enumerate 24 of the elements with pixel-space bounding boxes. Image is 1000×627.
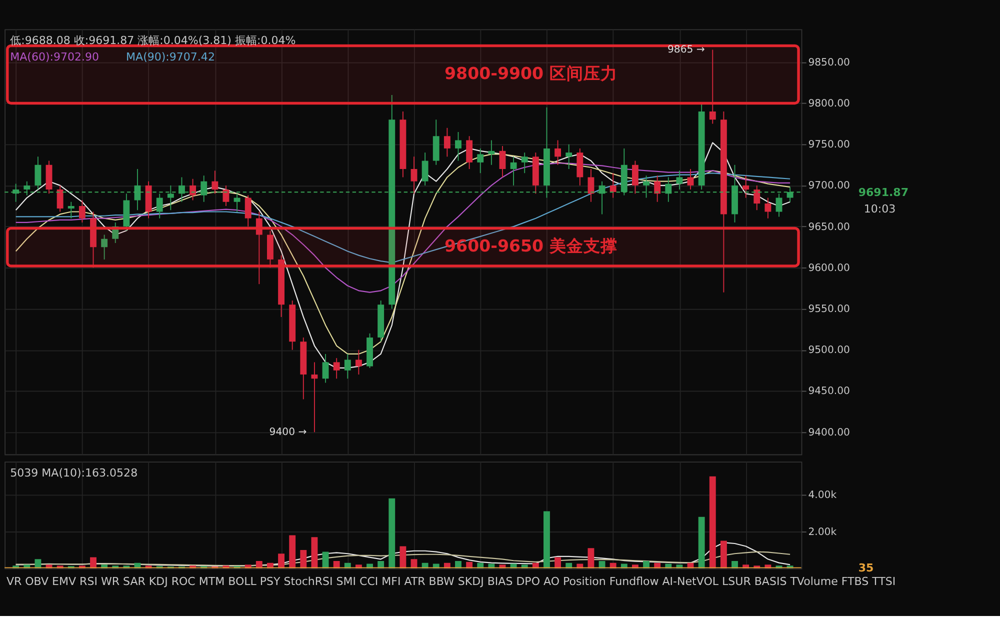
annotation: 9865 →: [667, 44, 705, 56]
y-tick-label: 2.00k: [808, 526, 837, 538]
band-label: 9800-9900 区间压力: [444, 64, 618, 84]
annotation: 低:9688.08 收:9691.87 涨幅:0.04%(3.81) 振幅:0.04%: [10, 34, 296, 47]
y-tick-label: 9700.00: [808, 180, 850, 192]
text: VR OBV EMV RSI WR SAR KDJ ROC MTM BOLL PSY StochRSI SMI CCI MFI ATR BBW SKDJ BIAS DPO AO Position Fundflow AI-NetVOL LSUR BASIS TVolume FTBS TTSI: [6, 574, 896, 588]
ref-line-label: 9691.87: [858, 186, 909, 199]
y-tick-label: 9500.00: [808, 345, 850, 356]
y-tick-label: 9450.00: [808, 386, 850, 398]
text: MA(90):9707.42: [126, 50, 215, 64]
band-label: 9600-9650 美金支撑: [444, 236, 618, 256]
y-tick-label: 9400.00: [808, 427, 850, 438]
y-tick-label: 9800.00: [808, 98, 850, 110]
y-tick-label: 4.00k: [808, 490, 837, 501]
y-tick-label: 9750.00: [808, 140, 850, 151]
annotation: 5039 MA(10):163.0528: [10, 466, 138, 480]
y-tick-label: 9550.00: [808, 304, 850, 315]
y-tick-label: 9650.00: [808, 222, 850, 233]
annotation: 9400 →: [269, 426, 307, 438]
y-tick-label: 9600.00: [808, 262, 850, 274]
y-tick-label: 9850.00: [808, 57, 850, 68]
ref-line-label: 35: [858, 561, 874, 574]
text: MA(60):9702.90: [10, 50, 100, 64]
text: 10:03: [864, 202, 896, 216]
